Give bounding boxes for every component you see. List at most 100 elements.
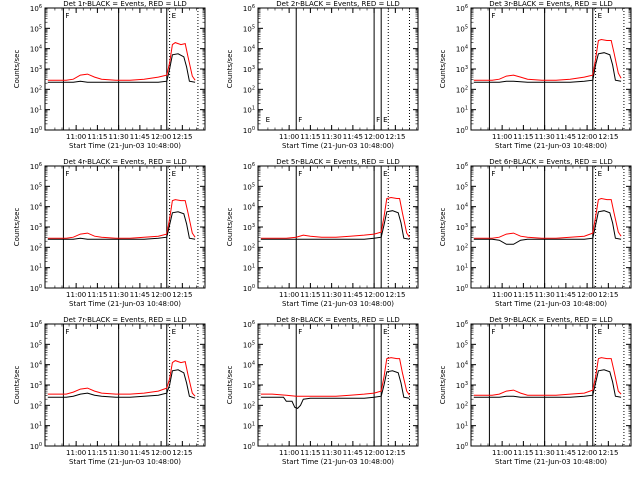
y-tick-label: 102 (243, 85, 255, 94)
y-tick-label: 106 (243, 320, 255, 329)
x-tick-label: 11:30 (109, 291, 129, 299)
x-tick-label: 11:15 (87, 291, 107, 299)
x-tick-label: 11:45 (130, 291, 150, 299)
event-rate-line (473, 52, 622, 83)
y-axis-label: Counts/sec (226, 50, 234, 89)
x-tick-label: 11:30 (322, 291, 342, 299)
x-tick-label: 11:15 (300, 291, 320, 299)
y-tick-label: 102 (456, 243, 468, 252)
x-tick-label: 11:00 (279, 291, 299, 299)
marker-letter: F (491, 170, 495, 178)
y-tick-label: 104 (456, 203, 468, 212)
y-tick-label: 101 (243, 264, 255, 273)
x-tick-label: 11:00 (492, 291, 512, 299)
x-tick-label: 11:45 (556, 291, 576, 299)
marker-letter: E (383, 328, 387, 336)
chart-panel-8: Det 8r-BLACK = Events, RED = LLD 100 101 10… (226, 316, 419, 466)
lld-rate-line (260, 196, 410, 239)
chart-panel-5: Det 5r-BLACK = Events, RED = LLD 100 101 10… (226, 158, 419, 308)
event-rate-line (260, 210, 410, 240)
x-tick-label: 12:15 (598, 291, 618, 299)
y-tick-label: 103 (30, 65, 42, 74)
x-tick-label: 12:00 (151, 291, 171, 299)
marker-letter: F (65, 170, 69, 178)
x-tick-label: 12:15 (385, 291, 405, 299)
lld-rate-line (473, 357, 622, 396)
y-tick-label: 104 (30, 361, 42, 370)
marker-letter: E (172, 12, 176, 20)
chart-panel-3: Det 3r-BLACK = Events, RED = LLD 100 101 10… (439, 0, 632, 150)
chart-panel-7: Det 7r-BLACK = Events, RED = LLD 100 101 10… (13, 316, 206, 466)
y-tick-label: 101 (456, 106, 468, 115)
marker-letter: F (298, 116, 302, 124)
chart-panel-2: Det 2r-BLACK = Events, RED = LLD 100 101 10… (226, 0, 419, 150)
chart-title: Det 6r-BLACK = Events, RED = LLD (489, 158, 612, 166)
y-tick-label: 103 (456, 223, 468, 232)
plot-frame (470, 7, 632, 131)
y-tick-label: 104 (243, 203, 255, 212)
y-tick-label: 101 (456, 422, 468, 431)
y-tick-label: 105 (456, 24, 468, 33)
x-tick-label: 12:00 (364, 291, 384, 299)
marker-letter: E (172, 328, 176, 336)
y-tick-label: 103 (243, 381, 255, 390)
x-tick-label: 11:45 (130, 133, 150, 141)
y-tick-label: 103 (243, 65, 255, 74)
y-tick-label: 105 (30, 24, 42, 33)
x-tick-label: 11:45 (343, 449, 363, 457)
plot-frame (44, 7, 206, 131)
y-tick-label: 106 (243, 162, 255, 171)
marker-letter: F (491, 12, 495, 20)
x-tick-label: 11:30 (109, 133, 129, 141)
plot-frame (257, 323, 419, 447)
y-tick-label: 101 (456, 264, 468, 273)
x-tick-label: 11:00 (66, 133, 86, 141)
x-axis-label: Start Time (21-Jun-03 10:48:00) (282, 458, 394, 466)
y-tick-label: 101 (243, 106, 255, 115)
marker-letter: E (598, 170, 602, 178)
y-tick-label: 102 (30, 85, 42, 94)
y-tick-label: 100 (30, 126, 42, 135)
chart-title: Det 2r-BLACK = Events, RED = LLD (276, 0, 399, 8)
chart-title: Det 4r-BLACK = Events, RED = LLD (63, 158, 186, 166)
x-tick-label: 11:30 (322, 449, 342, 457)
y-tick-label: 104 (243, 361, 255, 370)
y-tick-label: 100 (30, 442, 42, 451)
x-axis-label: Start Time (21-Jun-03 10:48:00) (69, 458, 181, 466)
x-tick-label: 12:15 (385, 133, 405, 141)
chart-title: Det 1r-BLACK = Events, RED = LLD (63, 0, 186, 8)
x-tick-label: 11:45 (130, 449, 150, 457)
marker-letter: E (598, 328, 602, 336)
x-tick-label: 11:45 (343, 291, 363, 299)
chart-panel-6: Det 6r-BLACK = Events, RED = LLD 100 101 10… (439, 158, 632, 308)
chart-panel-9: Det 9r-BLACK = Events, RED = LLD 100 101 10… (439, 316, 632, 466)
x-tick-label: 11:00 (66, 291, 86, 299)
x-tick-label: 12:00 (151, 133, 171, 141)
x-axis-label: Start Time (21-Jun-03 10:48:00) (282, 300, 394, 308)
x-tick-label: 12:15 (172, 291, 192, 299)
y-tick-label: 105 (456, 182, 468, 191)
y-axis-label: Counts/sec (226, 366, 234, 405)
x-tick-label: 11:30 (535, 133, 555, 141)
x-tick-label: 11:15 (87, 133, 107, 141)
marker-letter: F (298, 170, 302, 178)
marker-letter: F (376, 116, 380, 124)
y-tick-label: 100 (243, 442, 255, 451)
lld-rate-line (260, 357, 410, 397)
y-tick-label: 100 (456, 442, 468, 451)
y-axis-label: Counts/sec (226, 208, 234, 247)
x-axis-label: Start Time (21-Jun-03 10:48:00) (282, 142, 394, 150)
x-tick-label: 12:00 (577, 449, 597, 457)
y-tick-label: 104 (456, 45, 468, 54)
marker-letter: E (383, 116, 387, 124)
x-tick-label: 11:30 (109, 449, 129, 457)
y-tick-label: 100 (243, 126, 255, 135)
lld-rate-line (47, 42, 196, 81)
y-tick-label: 104 (30, 45, 42, 54)
event-rate-line (47, 211, 196, 240)
y-tick-label: 101 (30, 264, 42, 273)
plot-frame (257, 165, 419, 289)
y-tick-label: 106 (30, 320, 42, 329)
y-axis-label: Counts/sec (13, 208, 21, 247)
